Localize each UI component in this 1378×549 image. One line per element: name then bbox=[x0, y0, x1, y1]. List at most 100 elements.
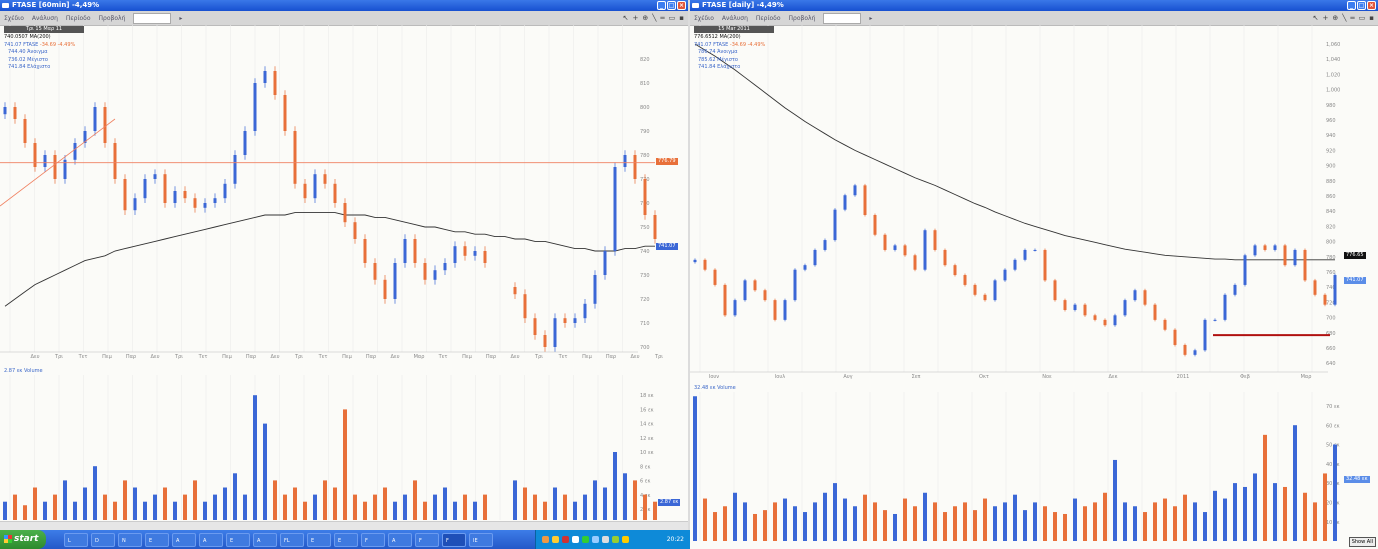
menu-view[interactable]: Προβολή bbox=[98, 14, 126, 22]
zoom-icon[interactable]: ⊕ bbox=[642, 14, 649, 22]
app-icon bbox=[692, 3, 699, 8]
tray-icon[interactable] bbox=[582, 536, 589, 543]
left-chart-canvas[interactable]: 820810800790780770760750740730720710700Δ… bbox=[0, 0, 688, 530]
tray-icon[interactable] bbox=[592, 536, 599, 543]
candle-body bbox=[63, 159, 67, 179]
volume-tick-label: 40 εκ bbox=[1326, 462, 1340, 468]
x-tick-label: Τετ bbox=[78, 354, 88, 360]
taskbar-button[interactable]: IE bbox=[469, 532, 493, 547]
taskbar-button[interactable]: E bbox=[226, 532, 250, 547]
crosshair-icon[interactable]: + bbox=[1322, 14, 1329, 22]
volume-bar bbox=[763, 510, 767, 541]
candle-body bbox=[823, 240, 827, 250]
tray-icon[interactable] bbox=[552, 536, 559, 543]
candle-body bbox=[633, 155, 637, 179]
minimize-button[interactable]: _ bbox=[657, 1, 666, 10]
tray-icon[interactable] bbox=[562, 536, 569, 543]
close-button[interactable]: × bbox=[677, 1, 686, 10]
zoom-icon[interactable]: ⊕ bbox=[1332, 14, 1339, 22]
taskbar-button[interactable]: E bbox=[307, 532, 331, 547]
y-tick-label: 920 bbox=[1326, 148, 1336, 154]
tray-icon[interactable] bbox=[622, 536, 629, 543]
menu-draw[interactable]: Σχέδιο bbox=[694, 14, 714, 22]
hline-tool-icon[interactable]: ═ bbox=[1350, 14, 1355, 22]
show-all-button[interactable]: Show All bbox=[1348, 537, 1376, 547]
taskbar-button[interactable]: D bbox=[91, 532, 115, 547]
taskbar-button[interactable]: F bbox=[415, 532, 439, 547]
menu-analysis[interactable]: Ανάλυση bbox=[31, 14, 58, 22]
tray-icon[interactable] bbox=[542, 536, 549, 543]
symbol-search-input[interactable] bbox=[133, 12, 172, 24]
close-button[interactable]: × bbox=[1367, 1, 1376, 10]
candle-body bbox=[333, 183, 337, 203]
candle-body bbox=[743, 280, 747, 301]
taskbar-button[interactable]: F bbox=[361, 532, 385, 547]
taskbar-button[interactable]: E bbox=[145, 532, 169, 547]
candle-body bbox=[1163, 319, 1167, 330]
cursor-icon[interactable]: ↖ bbox=[1312, 14, 1319, 22]
crosshair-icon[interactable]: + bbox=[632, 14, 639, 22]
start-button[interactable]: start bbox=[0, 530, 46, 549]
left-title-bar[interactable]: FTASE [60min] -4,49% _ □ × bbox=[0, 0, 688, 11]
taskbar-button[interactable]: E bbox=[334, 532, 358, 547]
volume-bar bbox=[563, 494, 567, 520]
menu-analysis[interactable]: Ανάλυση bbox=[721, 14, 748, 22]
window-icon[interactable]: ▭ bbox=[1358, 14, 1366, 22]
left-window-title: FTASE [60min] -4,49% bbox=[12, 1, 100, 9]
menu-draw[interactable]: Σχέδιο bbox=[4, 14, 24, 22]
maximize-button[interactable]: □ bbox=[1357, 1, 1366, 10]
minimize-button[interactable]: _ bbox=[1347, 1, 1356, 10]
ma-price-badge: 776.65 bbox=[1344, 252, 1366, 259]
taskbar-button[interactable]: A bbox=[172, 532, 196, 547]
cursor-icon[interactable]: ↖ bbox=[622, 14, 629, 22]
right-title-bar[interactable]: FTASE [daily] -4,49% _ □ × bbox=[690, 0, 1378, 11]
system-tray: 20:22 bbox=[535, 530, 690, 549]
candle-body bbox=[1013, 259, 1017, 270]
volume-bar bbox=[103, 494, 107, 520]
y-tick-label: 720 bbox=[1326, 300, 1336, 306]
y-tick-label: 640 bbox=[1326, 361, 1336, 367]
menu-period[interactable]: Περίοδο bbox=[755, 14, 781, 22]
candle-body bbox=[363, 239, 367, 263]
window-icon[interactable]: ▭ bbox=[668, 14, 676, 22]
line-tool-icon[interactable]: ╲ bbox=[1342, 14, 1347, 22]
candle-body bbox=[953, 265, 957, 276]
search-go-icon[interactable]: ▸ bbox=[869, 14, 873, 22]
crosshair-date: 15 Mar 2011 bbox=[694, 26, 774, 33]
y-tick-label: 960 bbox=[1326, 118, 1336, 124]
print-icon[interactable]: ▪ bbox=[1369, 14, 1374, 22]
x-tick-label: Νοε bbox=[1042, 374, 1052, 380]
maximize-button[interactable]: □ bbox=[667, 1, 676, 10]
tray-icon[interactable] bbox=[602, 536, 609, 543]
taskbar-button[interactable]: A bbox=[388, 532, 412, 547]
candle-body bbox=[703, 259, 707, 270]
candle-body bbox=[53, 155, 57, 179]
print-icon[interactable]: ▪ bbox=[679, 14, 684, 22]
taskbar-button[interactable]: L bbox=[64, 532, 88, 547]
search-go-icon[interactable]: ▸ bbox=[179, 14, 183, 22]
volume-bar bbox=[1113, 459, 1117, 541]
taskbar-button[interactable]: F bbox=[442, 532, 466, 547]
legend-ma: 776.6512 MA(200) bbox=[694, 34, 741, 40]
right-chart-canvas[interactable]: 1,060 1,040 1,020 1,000 980 960 940 920 900 880 86… bbox=[690, 0, 1378, 549]
candle-body bbox=[803, 265, 807, 270]
tray-icon[interactable] bbox=[572, 536, 579, 543]
line-tool-icon[interactable]: ╲ bbox=[652, 14, 657, 22]
candle-body bbox=[593, 275, 597, 304]
tray-icon[interactable] bbox=[612, 536, 619, 543]
candle-body bbox=[1213, 319, 1217, 321]
taskbar-button[interactable]: A bbox=[199, 532, 223, 547]
volume-bar bbox=[1043, 506, 1047, 541]
candle-body bbox=[693, 259, 697, 263]
taskbar-button[interactable]: FL bbox=[280, 532, 304, 547]
right-legend: 776.6512 MA(200) 741.07 FTASE -34.69 -4.… bbox=[694, 34, 765, 72]
symbol-search-input[interactable] bbox=[823, 12, 862, 24]
taskbar-button[interactable]: N bbox=[118, 532, 142, 547]
taskbar-button[interactable]: A bbox=[253, 532, 277, 547]
candle-body bbox=[1043, 249, 1047, 281]
candle-body bbox=[43, 155, 47, 167]
menu-view[interactable]: Προβολή bbox=[788, 14, 816, 22]
hline-tool-icon[interactable]: ═ bbox=[660, 14, 665, 22]
menu-period[interactable]: Περίοδο bbox=[65, 14, 91, 22]
left-horizontal-scrollbar[interactable] bbox=[0, 521, 688, 530]
